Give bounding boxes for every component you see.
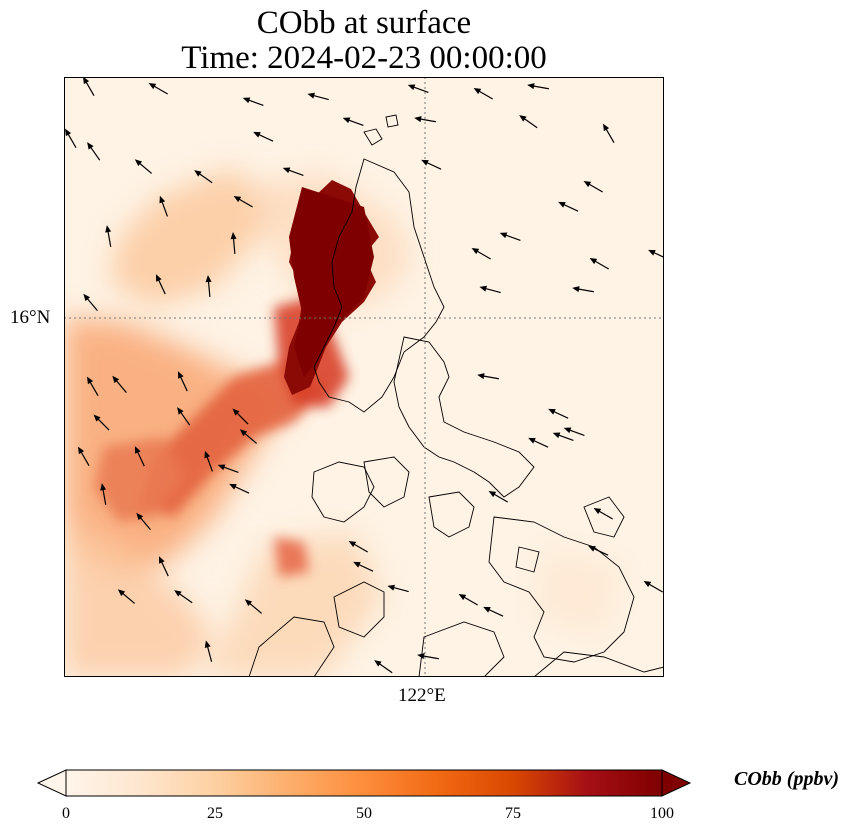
- colorbar-tick-label: 0: [62, 805, 70, 822]
- wind-arrow: [414, 116, 436, 123]
- colorbar: [36, 769, 692, 797]
- colorbar-body: [65, 769, 663, 797]
- wind-arrow: [488, 491, 508, 503]
- wind-arrow: [528, 437, 549, 448]
- colorbar-tick-label: 25: [207, 805, 223, 822]
- wind-arrow: [65, 128, 77, 148]
- plot-title: CObb at surface: [256, 5, 472, 41]
- wind-arrow: [242, 97, 264, 106]
- wind-arrow: [583, 181, 603, 193]
- wind-arrow: [282, 167, 304, 176]
- wind-arrow: [155, 274, 166, 295]
- colorbar-tick-label: 100: [650, 805, 674, 822]
- wind-arrow: [471, 248, 491, 260]
- wind-arrow: [87, 142, 101, 161]
- wind-arrow: [83, 77, 95, 96]
- wind-arrow: [527, 83, 549, 90]
- wind-arrow: [232, 408, 249, 425]
- plot-timestamp: Time: 2024-02-23 00:00:00: [181, 40, 547, 76]
- wind-arrow: [548, 408, 569, 419]
- wind-arrow: [589, 258, 609, 270]
- wind-arrow: [519, 115, 538, 129]
- wind-arrow: [158, 556, 169, 577]
- wind-arrow: [563, 427, 585, 436]
- wind-arrow: [307, 92, 329, 101]
- wind-arrow: [93, 414, 110, 431]
- wind-arrow: [136, 512, 151, 531]
- graticule: [64, 77, 664, 677]
- map-frame: [64, 77, 664, 677]
- wind-arrow: [244, 599, 263, 614]
- wind-arrow: [83, 293, 98, 312]
- longitude-tick-label: 122°E: [398, 685, 446, 706]
- map-panel: [64, 77, 664, 677]
- wind-arrow: [572, 286, 594, 293]
- wind-arrow: [229, 483, 250, 494]
- wind-arrow: [177, 371, 188, 392]
- wind-arrow: [407, 84, 429, 93]
- wind-arrow: [204, 640, 213, 662]
- cobb-concentration-field: [64, 169, 624, 677]
- wind-arrow: [100, 483, 107, 505]
- wind-arrow: [174, 590, 193, 604]
- wind-arrow: [417, 653, 439, 660]
- colorbar-tick-label: 50: [356, 805, 372, 822]
- wind-arrow: [387, 584, 409, 593]
- wind-arrow: [177, 407, 191, 426]
- colorbar-tick-label: 75: [505, 805, 521, 822]
- wind-arrow: [148, 83, 168, 95]
- wind-arrow: [78, 446, 90, 466]
- wind-arrow: [253, 131, 274, 142]
- wind-arrow: [194, 170, 213, 184]
- wind-arrow: [648, 249, 664, 260]
- colorbar-label: CObb (ppbv): [734, 768, 839, 790]
- coastlines: [248, 114, 664, 677]
- colorbar-extend-min: [36, 769, 67, 797]
- wind-arrow: [348, 541, 368, 553]
- wind-arrow: [483, 606, 504, 617]
- wind-arrow: [233, 196, 253, 208]
- wind-arrow: [603, 123, 615, 143]
- wind-arrow: [558, 201, 579, 212]
- wind-arrow: [593, 508, 613, 520]
- wind-arrow: [342, 117, 364, 126]
- colorbar-extend-max: [661, 769, 692, 797]
- wind-arrow: [499, 232, 521, 241]
- wind-arrow: [353, 561, 374, 572]
- wind-arrow: [374, 660, 393, 674]
- wind-arrow: [473, 88, 493, 100]
- wind-arrow: [105, 225, 112, 247]
- wind-arrow: [239, 429, 258, 444]
- wind-arrow: [204, 450, 213, 472]
- wind-arrow: [217, 464, 239, 473]
- wind-arrow: [588, 545, 609, 556]
- wind-vectors: [65, 77, 664, 674]
- wind-arrow: [643, 581, 663, 593]
- wind-arrow: [134, 159, 153, 174]
- wind-arrow: [117, 589, 136, 604]
- wind-arrow: [230, 232, 237, 255]
- wind-arrow: [477, 373, 499, 380]
- wind-arrow: [87, 376, 99, 396]
- wind-arrow: [458, 594, 478, 606]
- wind-arrow: [421, 159, 442, 170]
- wind-arrow: [479, 285, 501, 294]
- wind-arrow: [159, 195, 168, 217]
- wind-arrow: [134, 446, 145, 467]
- wind-arrow: [552, 432, 574, 441]
- wind-arrow: [112, 375, 127, 394]
- wind-arrow: [205, 275, 212, 298]
- latitude-tick-label: 16°N: [10, 307, 51, 328]
